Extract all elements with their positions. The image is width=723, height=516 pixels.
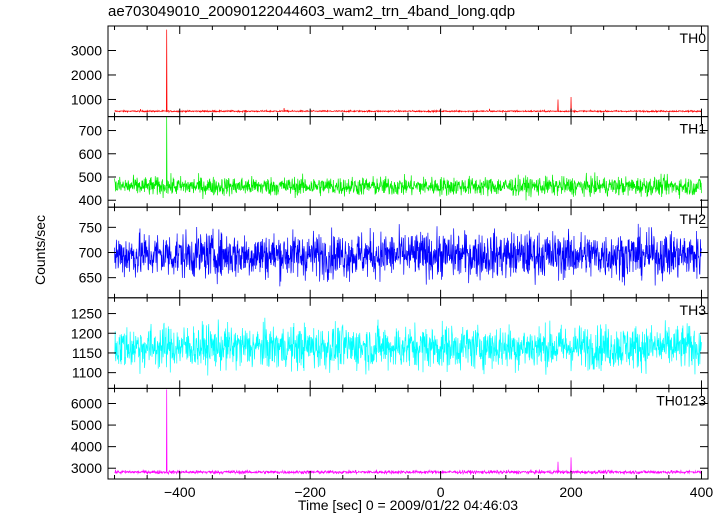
legend-label-th0123: TH0123 xyxy=(656,392,706,408)
y-tick-label: 2000 xyxy=(71,67,102,83)
y-tick-label: 500 xyxy=(79,169,103,185)
panel-frame-th1 xyxy=(107,116,709,208)
legend-label-th2: TH2 xyxy=(680,211,707,227)
series-line-th0123 xyxy=(114,389,702,476)
series-line-th0 xyxy=(114,29,702,114)
y-tick-label: 1000 xyxy=(71,91,102,107)
y-tick-label: 700 xyxy=(79,245,103,261)
y-tick-label: 3000 xyxy=(71,42,102,58)
y-tick-label: 650 xyxy=(79,270,103,286)
y-tick-label: 6000 xyxy=(71,396,102,412)
y-tick-label: 1100 xyxy=(72,365,102,381)
y-tick-label: 5000 xyxy=(71,417,102,433)
series-line-th1 xyxy=(114,116,702,201)
panel-frame-th0 xyxy=(107,25,709,118)
y-tick-label: 600 xyxy=(79,146,103,162)
x-tick-label: −400 xyxy=(164,484,196,500)
legend-label-th1: TH1 xyxy=(680,121,707,137)
y-tick-label: 700 xyxy=(79,123,103,139)
legend-label-th0: TH0 xyxy=(680,30,707,46)
panel-frame-th0123 xyxy=(107,387,709,480)
y-tick-label: 400 xyxy=(79,192,103,208)
x-tick-label: 200 xyxy=(559,484,583,500)
x-tick-label: 0 xyxy=(437,484,445,500)
series-line-th2 xyxy=(114,223,702,287)
x-tick-label: 400 xyxy=(690,484,714,500)
y-tick-label: 750 xyxy=(79,219,103,235)
y-tick-label: 1250 xyxy=(71,306,102,322)
y-tick-label: 3000 xyxy=(71,460,102,476)
x-axis-label: Time [sec] 0 = 2009/01/22 04:46:03 xyxy=(297,497,519,513)
series-line-th3 xyxy=(114,317,702,376)
legend-label-th3: TH3 xyxy=(680,302,707,318)
x-tick-label: −200 xyxy=(294,484,326,500)
y-tick-label: 4000 xyxy=(71,439,102,455)
chart-title: ae703049010_20090122044603_wam2_trn_4ban… xyxy=(108,3,516,20)
y-tick-label: 1200 xyxy=(71,325,102,341)
y-tick-label: 1150 xyxy=(72,345,102,361)
